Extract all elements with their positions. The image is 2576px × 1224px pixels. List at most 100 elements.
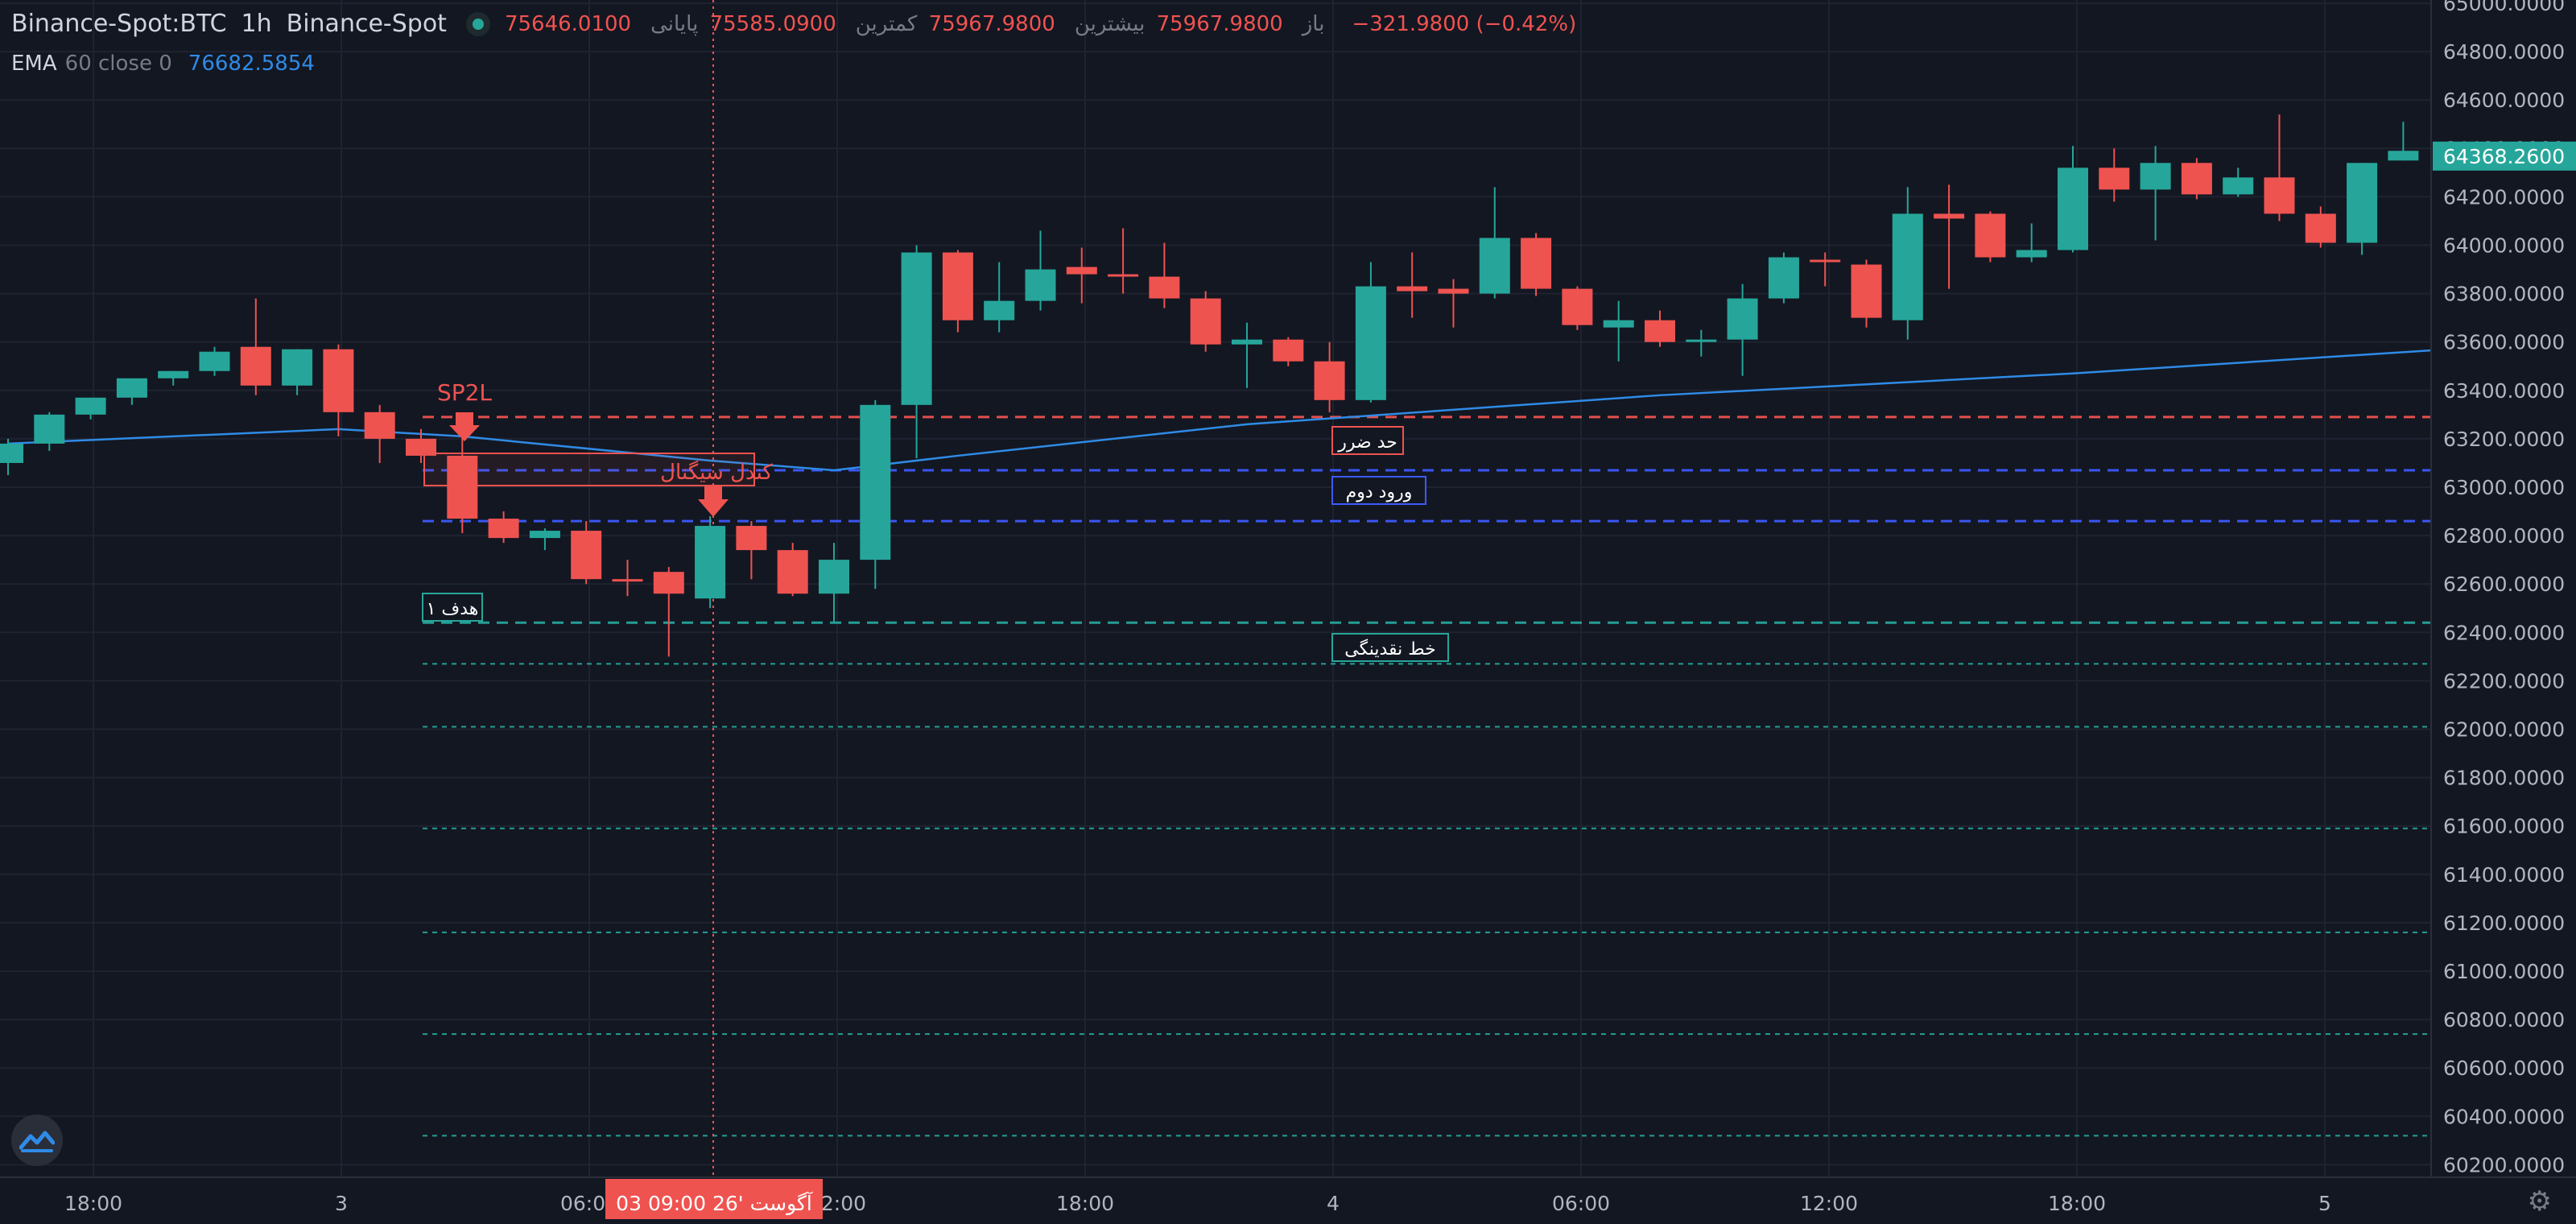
candle: [1025, 230, 1056, 311]
candle: [1479, 187, 1510, 299]
candle-body: [2347, 163, 2378, 243]
candle: [860, 399, 891, 589]
candle: [199, 346, 230, 376]
candle: [1108, 228, 1139, 294]
price-tick-label: 62800.0000: [2443, 524, 2565, 548]
time-tick-label: 5: [2318, 1192, 2331, 1215]
time-axis-bg: [0, 1177, 2576, 1224]
candle-body: [653, 572, 684, 594]
legend-symbol[interactable]: Binance-Spot:BTC: [11, 10, 227, 38]
candle: [75, 397, 106, 420]
candle-body: [75, 397, 106, 415]
candle: [901, 245, 932, 458]
ohlc-close-label: پایانی: [650, 11, 699, 36]
candle-body: [901, 252, 932, 405]
candle: [406, 428, 436, 463]
price-tick-label: 62000.0000: [2443, 718, 2565, 742]
liquidity-label: خط نقدینگی: [1344, 639, 1436, 660]
candle-body: [158, 370, 189, 378]
candle-body: [2140, 163, 2171, 190]
liquidity-box: [1331, 633, 1449, 662]
candle: [1645, 310, 1675, 347]
candle: [1273, 337, 1304, 366]
price-tick-label: 60200.0000: [2443, 1153, 2565, 1176]
candle: [1438, 279, 1469, 328]
candle: [1521, 233, 1552, 296]
candle-body: [2388, 151, 2419, 161]
candle-body: [34, 414, 65, 444]
candle: [653, 567, 684, 657]
signal-arrow-icon: [449, 412, 480, 441]
price-tick-label: 60600.0000: [2443, 1057, 2565, 1080]
candle: [1727, 283, 1758, 376]
candle: [1314, 341, 1345, 412]
legend-ema[interactable]: EMA 60 close 0 76682.5854: [11, 52, 315, 76]
legend-title: Binance-Spot:BTC 1h Binance-Spot باز 7596…: [11, 10, 1605, 38]
candle-body: [819, 560, 849, 594]
time-tick-label: 18:00: [64, 1192, 122, 1215]
candle-body: [199, 351, 230, 371]
candle: [2264, 114, 2295, 221]
ohlc-high-value: 75967.9800: [928, 11, 1055, 36]
candle: [2305, 206, 2336, 248]
time-tick-label: 12:00: [1800, 1192, 1858, 1215]
price-tick-label: 61400.0000: [2443, 863, 2565, 887]
candle-body: [1066, 267, 1097, 275]
ema-label: EMA: [11, 52, 57, 76]
candle: [1066, 247, 1097, 304]
candle-body: [323, 349, 354, 412]
ema-value: 76682.5854: [188, 52, 315, 76]
signal-candle-box: [423, 453, 755, 486]
time-tick-label: 18:00: [1056, 1192, 1114, 1215]
market-status-icon[interactable]: [465, 11, 490, 36]
candle-body: [942, 252, 973, 320]
candle-body: [571, 531, 602, 580]
candle: [1603, 300, 1634, 362]
candle: [2347, 163, 2378, 255]
legend-ohlc: باز 75967.9800 بیشترین 75967.9800 کمترین 75…: [505, 12, 1330, 36]
gear-icon[interactable]: ⚙: [2527, 1185, 2552, 1218]
candle: [1975, 211, 2006, 263]
price-tick-label: 63400.0000: [2443, 379, 2565, 403]
candle: [2223, 167, 2254, 197]
candle-body: [1025, 269, 1056, 301]
price-tick-label: 60400.0000: [2443, 1105, 2565, 1128]
candle: [2016, 223, 2047, 263]
signal-label: SP2L: [437, 379, 492, 406]
crosshair-time-badge: [605, 1179, 823, 1219]
price-tick-label: 64200.0000: [2443, 185, 2565, 209]
candle-body: [1645, 320, 1675, 342]
candle: [2140, 146, 2171, 241]
ohlc-low-label: کمترین: [855, 11, 918, 36]
candle: [1190, 291, 1221, 352]
candle-body: [1190, 298, 1221, 345]
target-1-box: [422, 593, 483, 622]
price-tick-label: 64800.0000: [2443, 40, 2565, 64]
tradingview-logo-icon[interactable]: [11, 1114, 63, 1166]
price-tick-label: 64600.0000: [2443, 89, 2565, 112]
candle-body: [2181, 163, 2212, 195]
price-tick-label: 60800.0000: [2443, 1008, 2565, 1032]
legend-interval[interactable]: 1h: [241, 10, 272, 38]
price-tick-label: 63800.0000: [2443, 283, 2565, 306]
candle-body: [1727, 298, 1758, 340]
change-value: −321.9800 (−0.42%): [1352, 11, 1577, 36]
candle-body: [984, 300, 1015, 320]
price-tick-label: 61800.0000: [2443, 767, 2565, 790]
candle: [34, 411, 65, 451]
candle-body: [2016, 250, 2047, 258]
candle: [0, 438, 23, 475]
candle: [1810, 252, 1841, 287]
candle-body: [529, 531, 560, 539]
candle-body: [282, 349, 313, 386]
second-entry-arrow-icon: [698, 485, 729, 517]
ema-polyline: [7, 341, 2576, 472]
candle-body: [406, 438, 436, 456]
candle: [158, 370, 189, 386]
candle-body: [488, 519, 519, 539]
last-price-badge: [2433, 141, 2576, 171]
candle-body: [1479, 238, 1510, 294]
